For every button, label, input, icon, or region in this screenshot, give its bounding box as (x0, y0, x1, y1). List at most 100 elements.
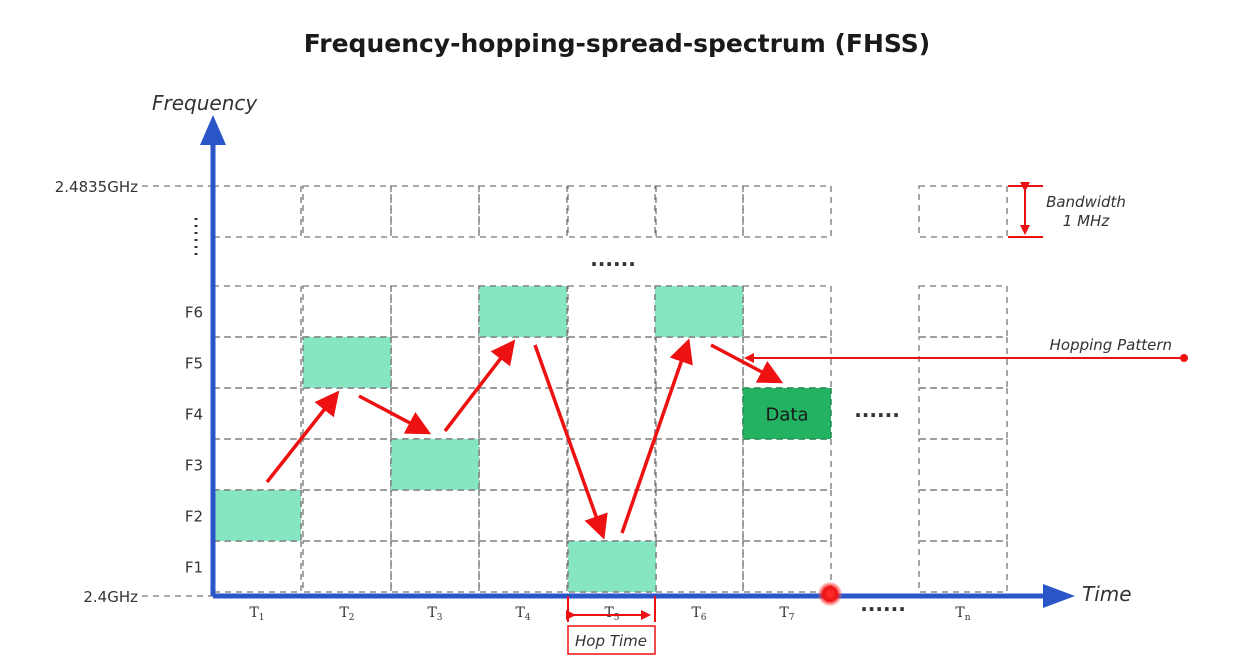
grid-cell (212, 285, 302, 338)
grid-cell (567, 336, 657, 389)
hopping-pattern-label: Hopping Pattern (1050, 336, 1172, 354)
hop-cell (567, 540, 657, 593)
grid-cell (918, 489, 1008, 542)
grid-cell (567, 438, 657, 491)
data-cell (742, 387, 832, 440)
grid-cell (567, 489, 657, 542)
grid-cell (390, 540, 480, 593)
frequency-label: F5 (185, 355, 203, 373)
time-ellipsis: ...... (860, 592, 906, 616)
grid-cell (302, 540, 392, 593)
hop-cell (390, 438, 480, 491)
hop-arrow (620, 338, 693, 534)
time-label: T1 (249, 605, 264, 623)
data-label: Data (766, 405, 809, 426)
hop-arrow (533, 344, 608, 540)
hop-cell (212, 489, 302, 542)
frequency-label: F4 (185, 406, 203, 424)
time-marker-dot (818, 582, 842, 606)
grid-cell (390, 489, 480, 542)
grid-cell (742, 285, 832, 338)
hop-arrows (265, 338, 784, 540)
grid-cell (918, 438, 1008, 491)
grid-cell (918, 285, 1008, 338)
grid-cell (567, 387, 657, 440)
grid-cell (212, 387, 302, 440)
grid-cell (390, 336, 480, 389)
hop-cell (654, 285, 744, 338)
frequency-label: F2 (185, 508, 203, 526)
grid-cell (212, 540, 302, 593)
time-label: T6 (691, 605, 706, 623)
grid-cell (390, 387, 480, 440)
grid-cell (654, 438, 744, 491)
grid-cell (390, 185, 480, 238)
grid-cell (302, 387, 392, 440)
grid-cell (212, 438, 302, 491)
y-axis (200, 115, 226, 596)
grid-cell (302, 185, 392, 238)
grid-cell (918, 336, 1008, 389)
grid-cell (742, 336, 832, 389)
frequency-label: F1 (185, 559, 203, 577)
top-edge-label: 2.4835GHz (55, 178, 138, 196)
grid-cell (742, 489, 832, 542)
top-ellipsis: ...... (590, 247, 636, 271)
bottom-edge-label: 2.4GHz (83, 588, 138, 606)
grid-cell (302, 489, 392, 542)
frequency-label: F6 (185, 304, 203, 322)
hop-time-label: Hop Time (575, 632, 647, 650)
grid-cell (212, 336, 302, 389)
hop-time-annotation (566, 596, 656, 655)
bandwidth-value: 1 MHz (1063, 212, 1111, 230)
grid-cell (654, 336, 744, 389)
bandwidth-annotation (1008, 182, 1043, 238)
grid-cell (918, 387, 1008, 440)
grid-cell (478, 540, 568, 593)
grid-cell (478, 438, 568, 491)
hop-arrow (710, 343, 784, 384)
x-axis-label: Time (1082, 582, 1132, 606)
bandwidth-label: Bandwidth (1046, 193, 1126, 211)
time-label: T2 (339, 605, 354, 623)
y-axis-arrowhead (200, 115, 226, 145)
grid-cell (918, 540, 1008, 593)
hop-arrow (358, 394, 432, 435)
time-label: T7 (779, 605, 794, 623)
hop-cell (302, 336, 392, 389)
x-axis (213, 584, 1075, 608)
grid-cell (567, 285, 657, 338)
frequency-labels: F1 F2 F3 F4 F5 F6 (185, 304, 203, 577)
grid-cell (302, 285, 392, 338)
data-ellipsis: ...... (854, 398, 900, 422)
hopping-pattern-dot (1180, 354, 1188, 362)
time-label: T3 (427, 605, 442, 623)
grid-cell (742, 185, 832, 238)
hop-arrow (443, 339, 516, 433)
hop-cells (212, 285, 832, 593)
hop-arrow (265, 390, 340, 484)
grid-cell (918, 185, 1008, 238)
grid-cell (654, 540, 744, 593)
grid-cell (654, 185, 744, 238)
grid-cell (478, 387, 568, 440)
grid-cell (390, 285, 480, 338)
diagram-title: Frequency-hopping-spread-spectrum (FHSS) (304, 29, 930, 58)
grid-cell (302, 438, 392, 491)
grid-cell (478, 185, 568, 238)
hop-cell (478, 285, 568, 338)
grid-cell (654, 489, 744, 542)
grid-cell (212, 185, 302, 238)
frequency-label: F3 (185, 457, 203, 475)
y-axis-label: Frequency (152, 91, 258, 115)
time-label: Tn (955, 605, 970, 623)
grid-cell (742, 438, 832, 491)
grid-cell (478, 336, 568, 389)
grid-cell (567, 185, 657, 238)
time-label: T4 (515, 605, 530, 623)
x-axis-arrowhead (1043, 584, 1075, 608)
grid-cell (478, 489, 568, 542)
grid-cell (742, 540, 832, 593)
